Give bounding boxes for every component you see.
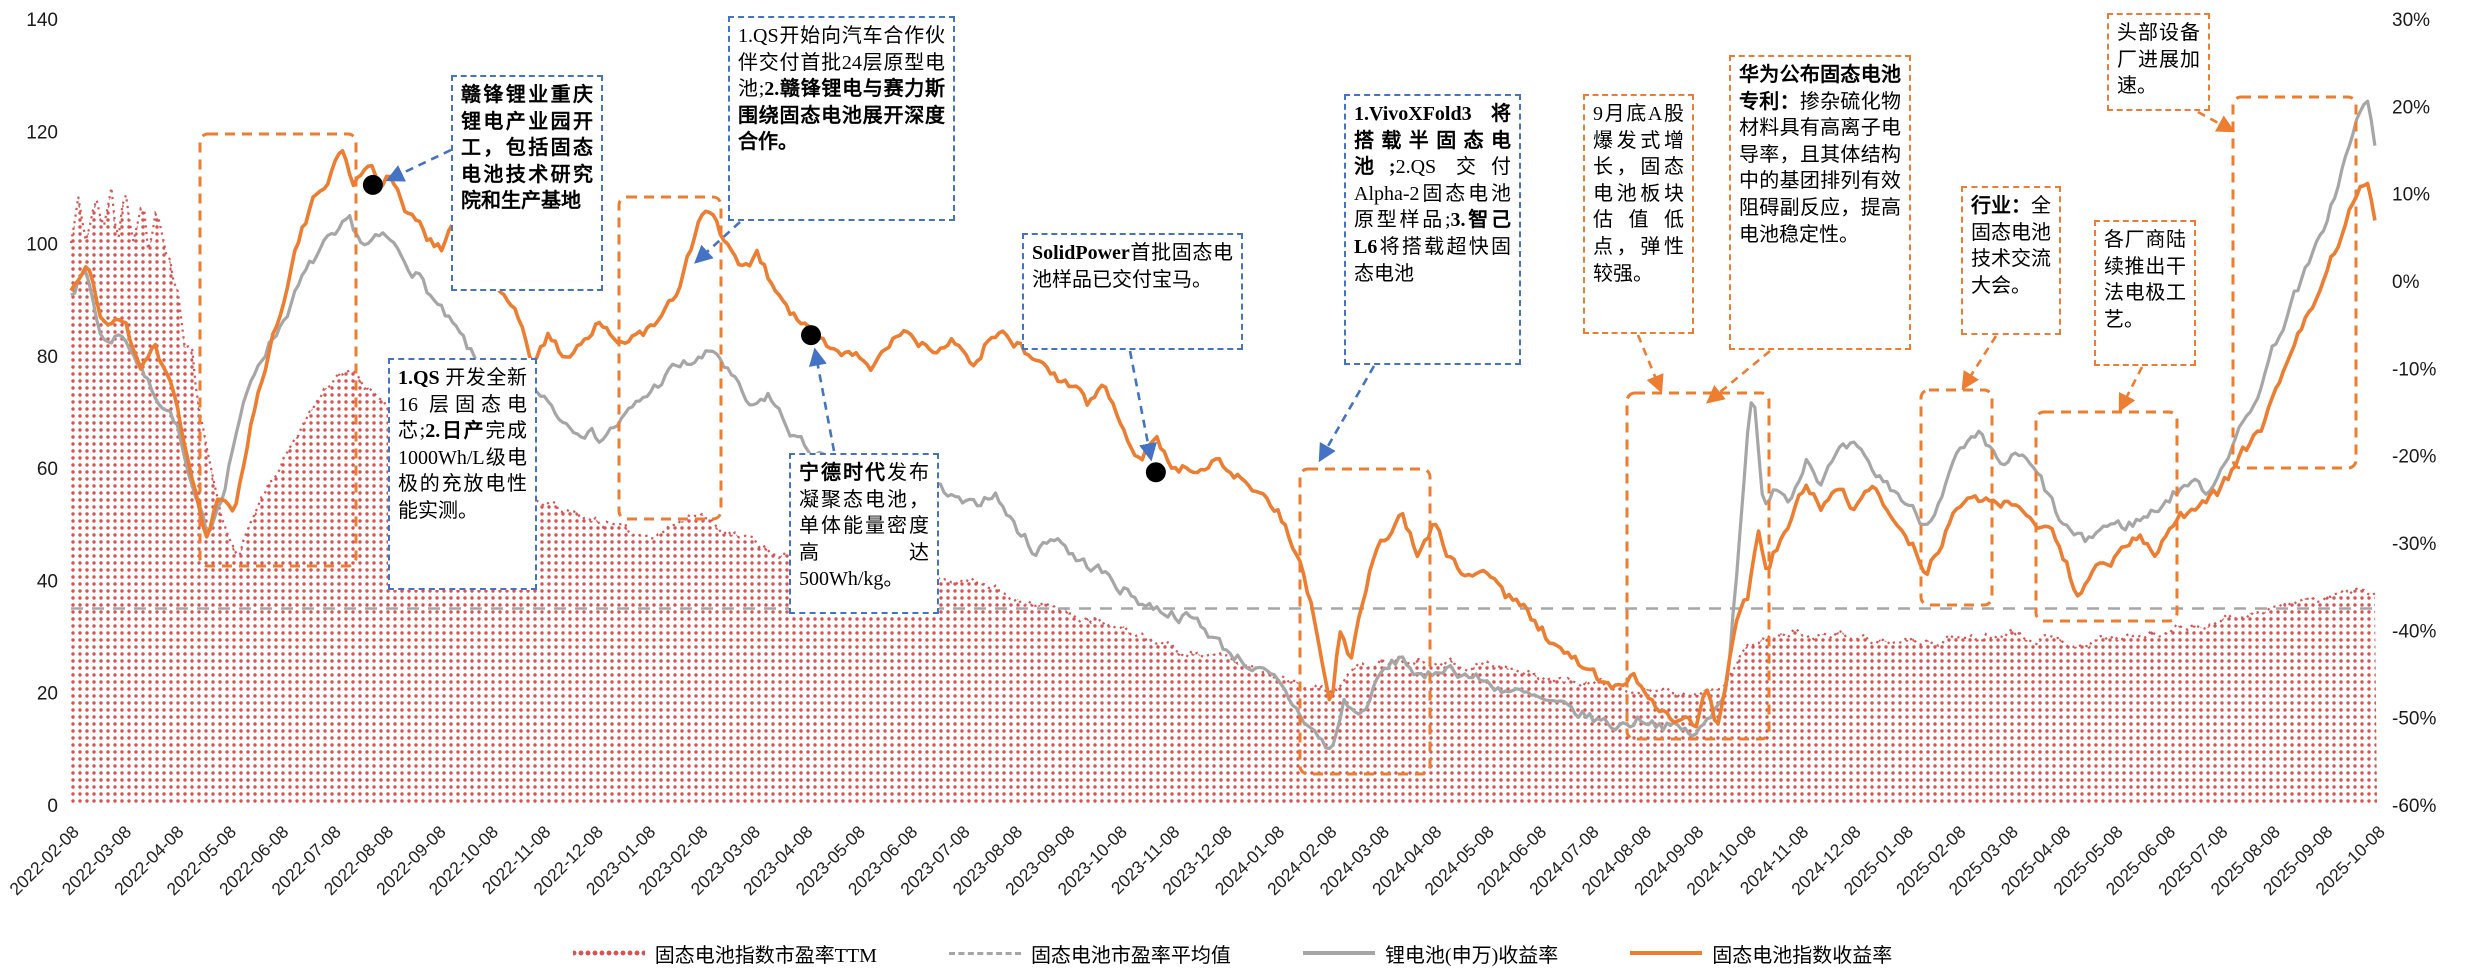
legend-pe-avg-label: 固态电池市盈率平均值: [1030, 944, 1231, 967]
y-left-tick: 100: [26, 235, 58, 256]
y-left-tick: 20: [37, 684, 58, 705]
y-right-tick: 0%: [2392, 272, 2420, 293]
highlight-rect-2024-surge: [1625, 391, 1771, 741]
dot-ganfeng: [362, 174, 383, 195]
legend-li-return: 锂电池(申万)收益率: [1302, 939, 1559, 968]
y-left-tick: 60: [37, 459, 58, 480]
y-right-tick: -60%: [2392, 796, 2436, 817]
highlight-rect-2022-rally: [198, 132, 358, 568]
highlight-rect-2023-bounce: [617, 195, 723, 521]
legend-pe-ttm-label: 固态电池指数市盈率TTM: [654, 944, 877, 967]
y-left-tick: 80: [37, 347, 58, 368]
chart-legend: 固态电池指数市盈率TTM 固态电池市盈率平均值 锂电池(申万)收益率 固态电池指数收益…: [0, 936, 2465, 970]
legend-li-return-label: 锂电池(申万)收益率: [1384, 944, 1559, 967]
arrow-sept: [1636, 334, 1664, 394]
y-right-tick: 30%: [2392, 10, 2430, 31]
y-right-tick: -50%: [2392, 709, 2436, 730]
highlight-rect-2024-crash: [1298, 467, 1432, 776]
legend-pe-avg-swatch-icon: [948, 951, 1021, 955]
arrow-ganfeng: [385, 148, 452, 182]
arrow-catl: [808, 347, 836, 452]
y-right-tick: -30%: [2392, 534, 2436, 555]
legend-pe-avg: 固态电池市盈率平均值: [948, 939, 1231, 968]
arrow-qs24: [694, 221, 741, 264]
highlight-rect-2025-rally: [2231, 95, 2358, 470]
legend-ssb-return: 固态电池指数收益率: [1630, 939, 1892, 968]
series-li-battery-return: [70, 99, 2377, 751]
series-pe-ttm-outline: [69, 187, 2376, 698]
y-right-tick: -20%: [2392, 447, 2436, 468]
arrow-equipment: [2197, 110, 2236, 133]
arrow-solidpower: [1128, 350, 1157, 462]
y-right-tick: -10%: [2392, 359, 2436, 380]
legend-pe-ttm: 固态电池指数市盈率TTM: [572, 939, 877, 968]
legend-ssb-return-label: 固态电池指数收益率: [1712, 944, 1893, 967]
y-right-tick: 10%: [2392, 185, 2430, 206]
legend-ssb-return-swatch-icon: [1630, 951, 1703, 955]
arrow-dry: [2118, 366, 2144, 413]
y-left-tick: 120: [26, 122, 58, 143]
legend-pe-ttm-swatch-icon: [572, 948, 645, 958]
arrow-vivo: [1318, 365, 1376, 463]
y-left-tick: 0: [47, 796, 58, 817]
y-left-tick: 140: [26, 10, 58, 31]
y-right-tick: -40%: [2392, 621, 2436, 642]
legend-li-return-swatch-icon: [1302, 951, 1375, 955]
arrow-conference: [1961, 335, 1998, 391]
y-right-tick: 20%: [2392, 97, 2430, 118]
highlight-rect-2025-jan: [1919, 388, 1994, 607]
y-left-tick: 40: [37, 571, 58, 592]
dot-solidpower: [1145, 462, 1166, 483]
series-pe-ttm-area: [71, 187, 2377, 805]
dot-catl: [801, 325, 822, 346]
